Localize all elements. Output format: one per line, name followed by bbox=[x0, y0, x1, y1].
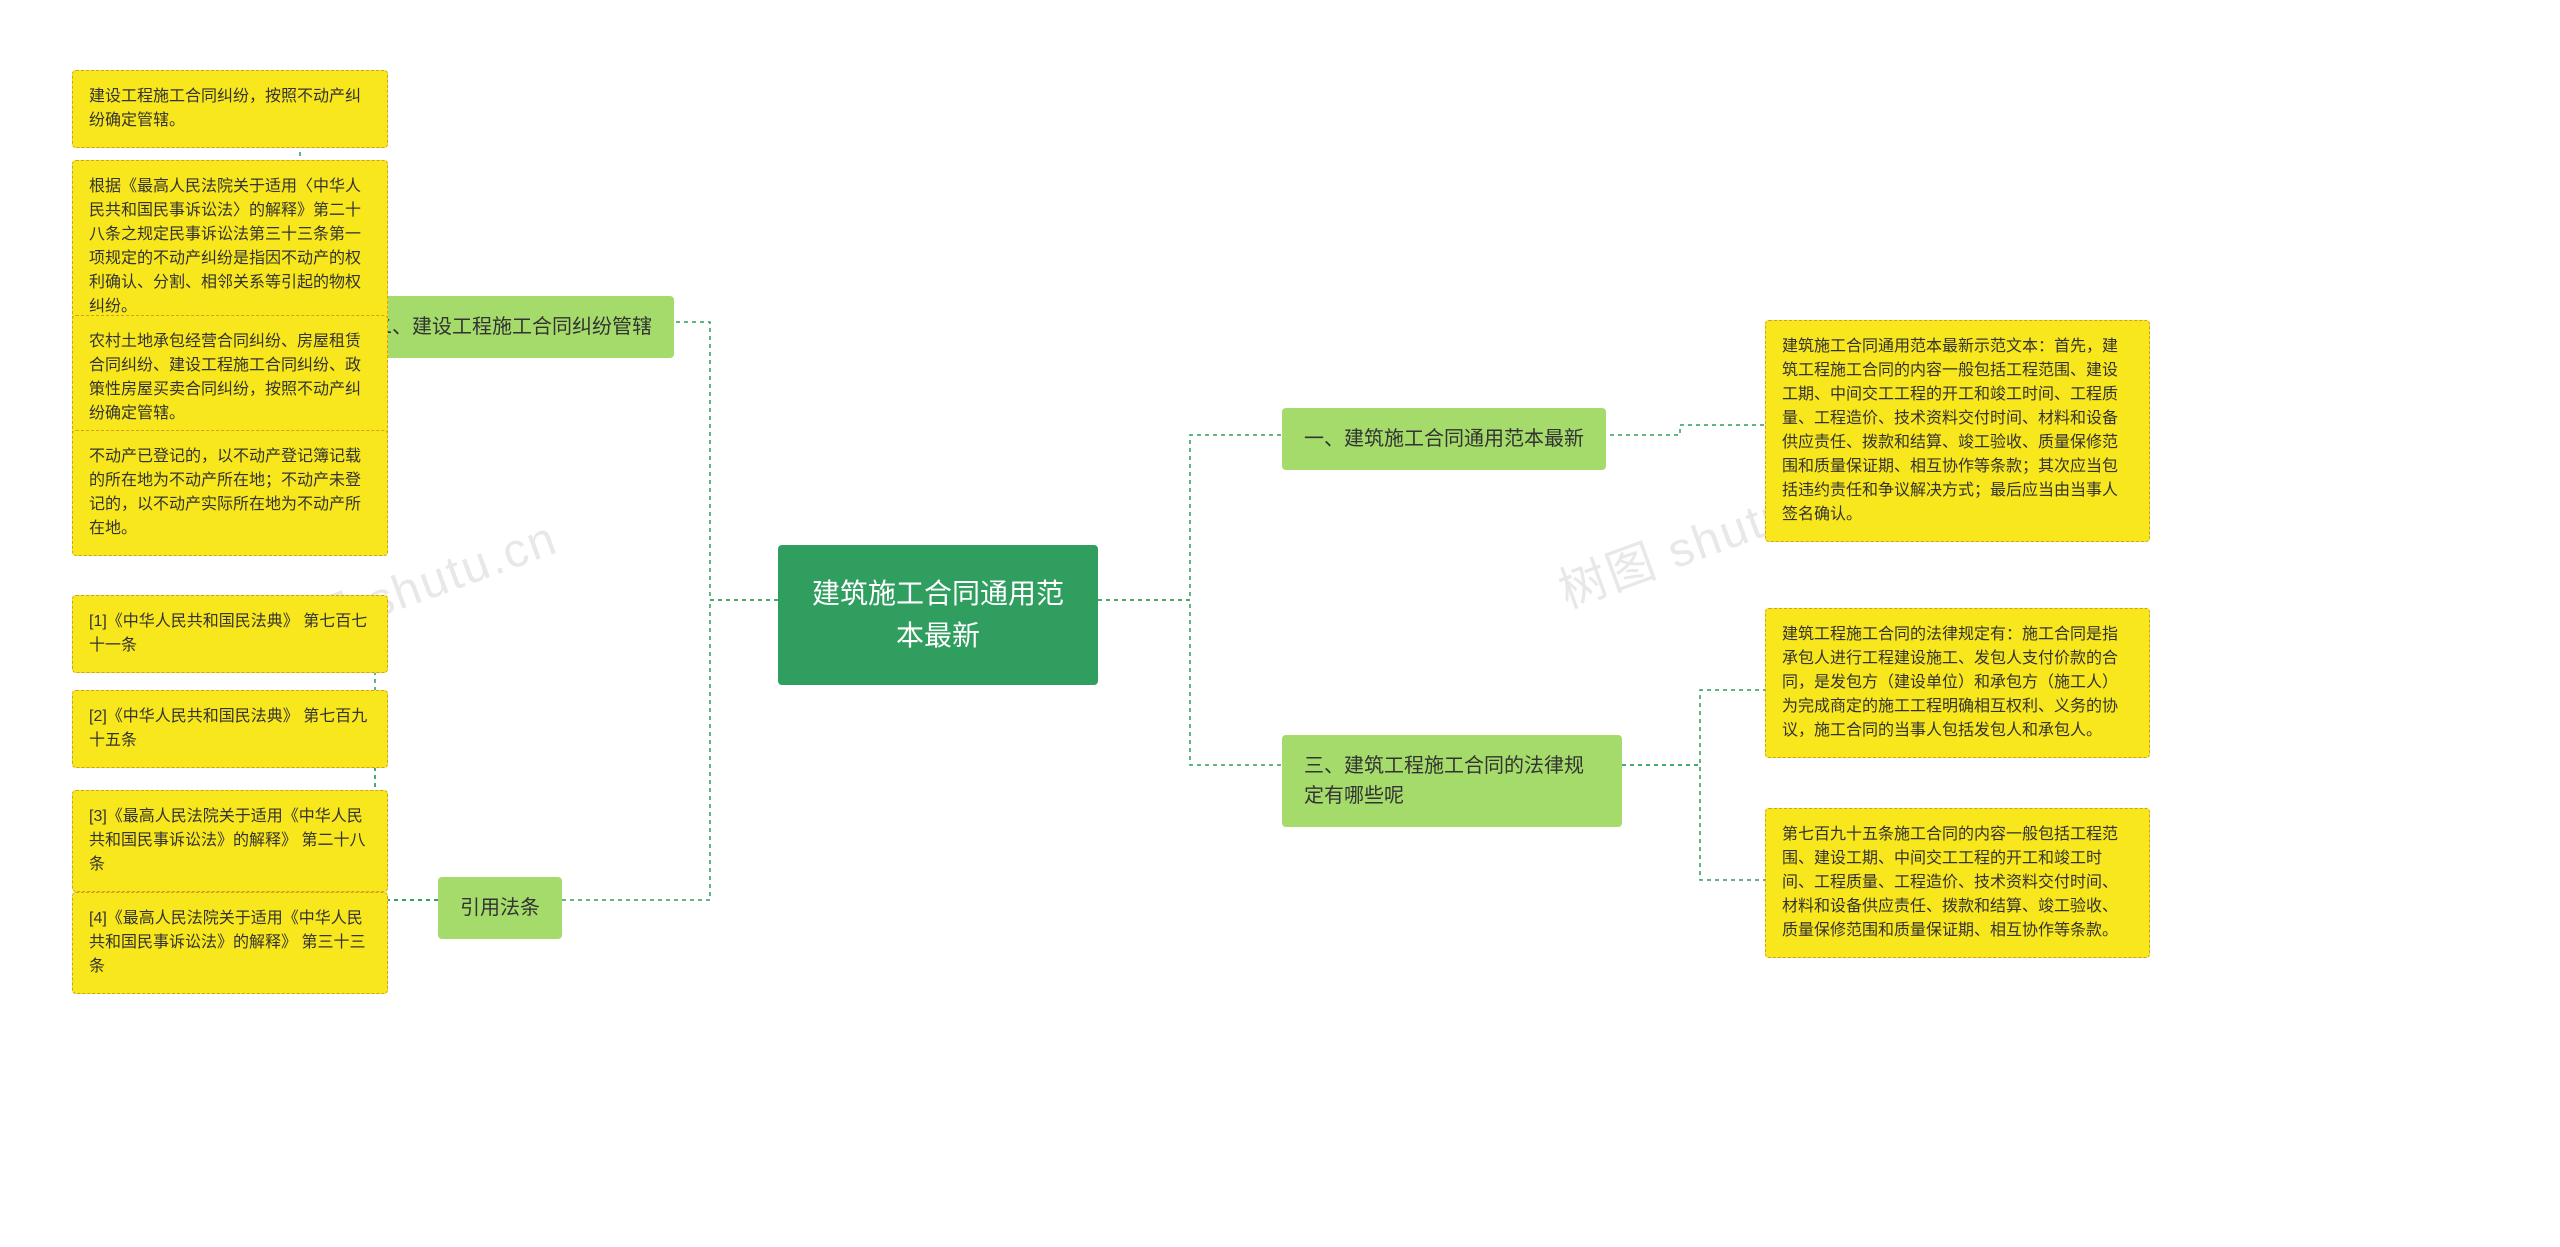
branch-4[interactable]: 引用法条 bbox=[438, 877, 562, 939]
leaf-4-3[interactable]: [3]《最高人民法院关于适用《中华人民共和国民事诉讼法》的解释》 第二十八条 bbox=[72, 790, 388, 892]
leaf-1-1[interactable]: 建筑施工合同通用范本最新示范文本：首先，建筑工程施工合同的内容一般包括工程范围、… bbox=[1765, 320, 2150, 542]
leaf-3-1[interactable]: 建筑工程施工合同的法律规定有：施工合同是指承包人进行工程建设施工、发包人支付价款… bbox=[1765, 608, 2150, 758]
leaf-2-2[interactable]: 根据《最高人民法院关于适用〈中华人民共和国民事诉讼法〉的解释》第二十八条之规定民… bbox=[72, 160, 388, 334]
leaf-2-1[interactable]: 建设工程施工合同纠纷，按照不动产纠纷确定管辖。 bbox=[72, 70, 388, 148]
leaf-4-2[interactable]: [2]《中华人民共和国民法典》 第七百九十五条 bbox=[72, 690, 388, 768]
leaf-2-3[interactable]: 农村土地承包经营合同纠纷、房屋租赁合同纠纷、建设工程施工合同纠纷、政策性房屋买卖… bbox=[72, 315, 388, 441]
root-node[interactable]: 建筑施工合同通用范本最新 bbox=[778, 545, 1098, 685]
leaf-4-4[interactable]: [4]《最高人民法院关于适用《中华人民共和国民事诉讼法》的解释》 第三十三条 bbox=[72, 892, 388, 994]
leaf-3-2[interactable]: 第七百九十五条施工合同的内容一般包括工程范围、建设工期、中间交工工程的开工和竣工… bbox=[1765, 808, 2150, 958]
leaf-4-1[interactable]: [1]《中华人民共和国民法典》 第七百七十一条 bbox=[72, 595, 388, 673]
branch-3[interactable]: 三、建筑工程施工合同的法律规定有哪些呢 bbox=[1282, 735, 1622, 827]
branch-1[interactable]: 一、建筑施工合同通用范本最新 bbox=[1282, 408, 1606, 470]
branch-2[interactable]: 二、建设工程施工合同纠纷管辖 bbox=[350, 296, 674, 358]
leaf-2-4[interactable]: 不动产已登记的，以不动产登记簿记载的所在地为不动产所在地；不动产未登记的，以不动… bbox=[72, 430, 388, 556]
